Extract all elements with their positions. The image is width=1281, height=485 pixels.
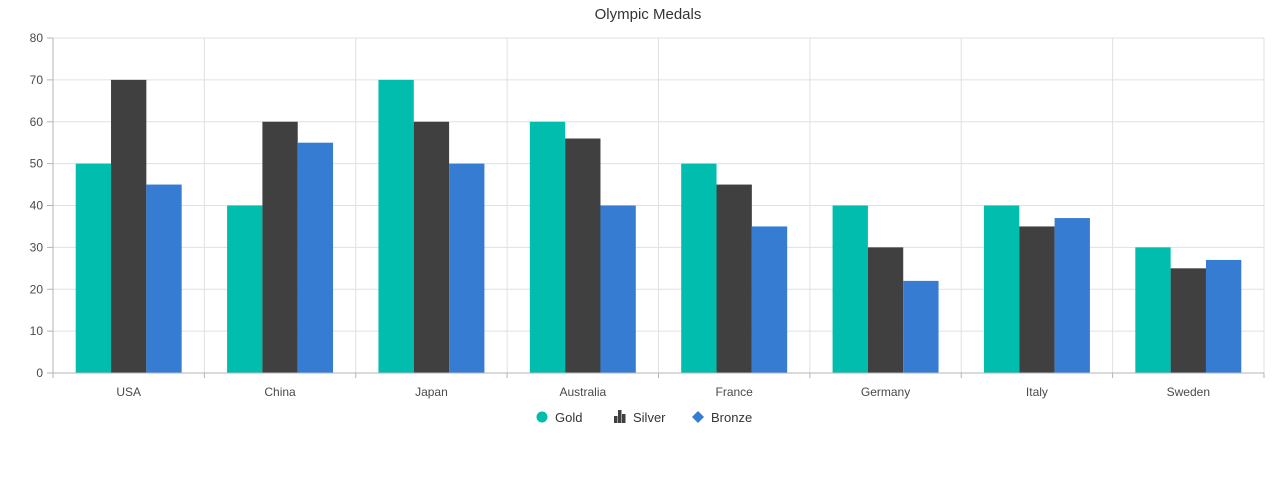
- x-tick-label: Italy: [1026, 385, 1048, 399]
- bar-gold-australia[interactable]: [529, 121, 566, 373]
- bar-silver-china[interactable]: [262, 121, 298, 373]
- bar-gold-italy[interactable]: [983, 205, 1020, 374]
- bar-gold-china[interactable]: [227, 205, 263, 374]
- bar-silver-italy[interactable]: [1019, 226, 1055, 373]
- legend-label: Gold: [555, 410, 582, 425]
- bars: [75, 79, 1242, 374]
- y-tick-label: 10: [30, 324, 44, 338]
- bar-bronze-usa[interactable]: [146, 184, 182, 373]
- bar-bronze-china[interactable]: [297, 142, 334, 373]
- bar-silver-australia[interactable]: [565, 138, 601, 374]
- bar-gold-france[interactable]: [681, 163, 717, 373]
- y-tick-label: 50: [30, 157, 44, 171]
- bar-bronze-germany[interactable]: [903, 280, 939, 373]
- x-tick-label: Australia: [559, 385, 606, 399]
- bar-gold-usa[interactable]: [75, 163, 112, 373]
- bar-gold-germany[interactable]: [832, 205, 868, 374]
- circle-icon: [536, 411, 548, 423]
- x-tick-label: China: [264, 385, 296, 399]
- bar-bronze-japan[interactable]: [449, 163, 485, 373]
- legend-item-bronze[interactable]: Bronze: [692, 410, 752, 425]
- bar-bronze-australia[interactable]: [600, 205, 636, 374]
- bar-silver-japan[interactable]: [413, 121, 450, 373]
- bar-silver-germany[interactable]: [867, 247, 904, 373]
- y-tick-label: 20: [30, 282, 44, 296]
- x-tick-label: Sweden: [1167, 385, 1210, 399]
- legend-item-gold[interactable]: Gold: [536, 410, 583, 425]
- bar-gold-japan[interactable]: [378, 79, 414, 373]
- bar-bronze-france[interactable]: [751, 226, 788, 373]
- y-tick-label: 60: [30, 115, 44, 129]
- diamond-icon: [692, 411, 704, 423]
- x-tick-label: Japan: [415, 385, 448, 399]
- x-tick-label: USA: [116, 385, 141, 399]
- bar-silver-sweden[interactable]: [1170, 268, 1206, 373]
- legend-label: Silver: [633, 410, 666, 425]
- legend-label: Bronze: [711, 410, 752, 425]
- bar-gold-sweden[interactable]: [1135, 247, 1171, 373]
- bar-silver-france[interactable]: [716, 184, 752, 373]
- bar-bronze-sweden[interactable]: [1205, 259, 1242, 373]
- bar-chart-icon: [614, 410, 626, 423]
- y-tick-label: 40: [30, 199, 44, 213]
- legend-item-silver[interactable]: Silver: [614, 410, 666, 425]
- y-tick-label: 0: [36, 366, 43, 380]
- y-tick-label: 70: [30, 73, 44, 87]
- axes: 0 10 20 30 40 50 60 70 80 USA China Japan Australia F…: [30, 31, 1265, 399]
- y-tick-label: 30: [30, 240, 44, 254]
- bar-silver-usa[interactable]: [111, 79, 147, 373]
- x-tick-label: France: [716, 385, 754, 399]
- chart-title: Olympic Medals: [595, 6, 702, 23]
- x-tick-label: Germany: [861, 385, 910, 399]
- legend: Gold Silver Bronze: [536, 410, 752, 425]
- bar-bronze-italy[interactable]: [1054, 218, 1090, 373]
- y-tick-label: 80: [30, 31, 44, 45]
